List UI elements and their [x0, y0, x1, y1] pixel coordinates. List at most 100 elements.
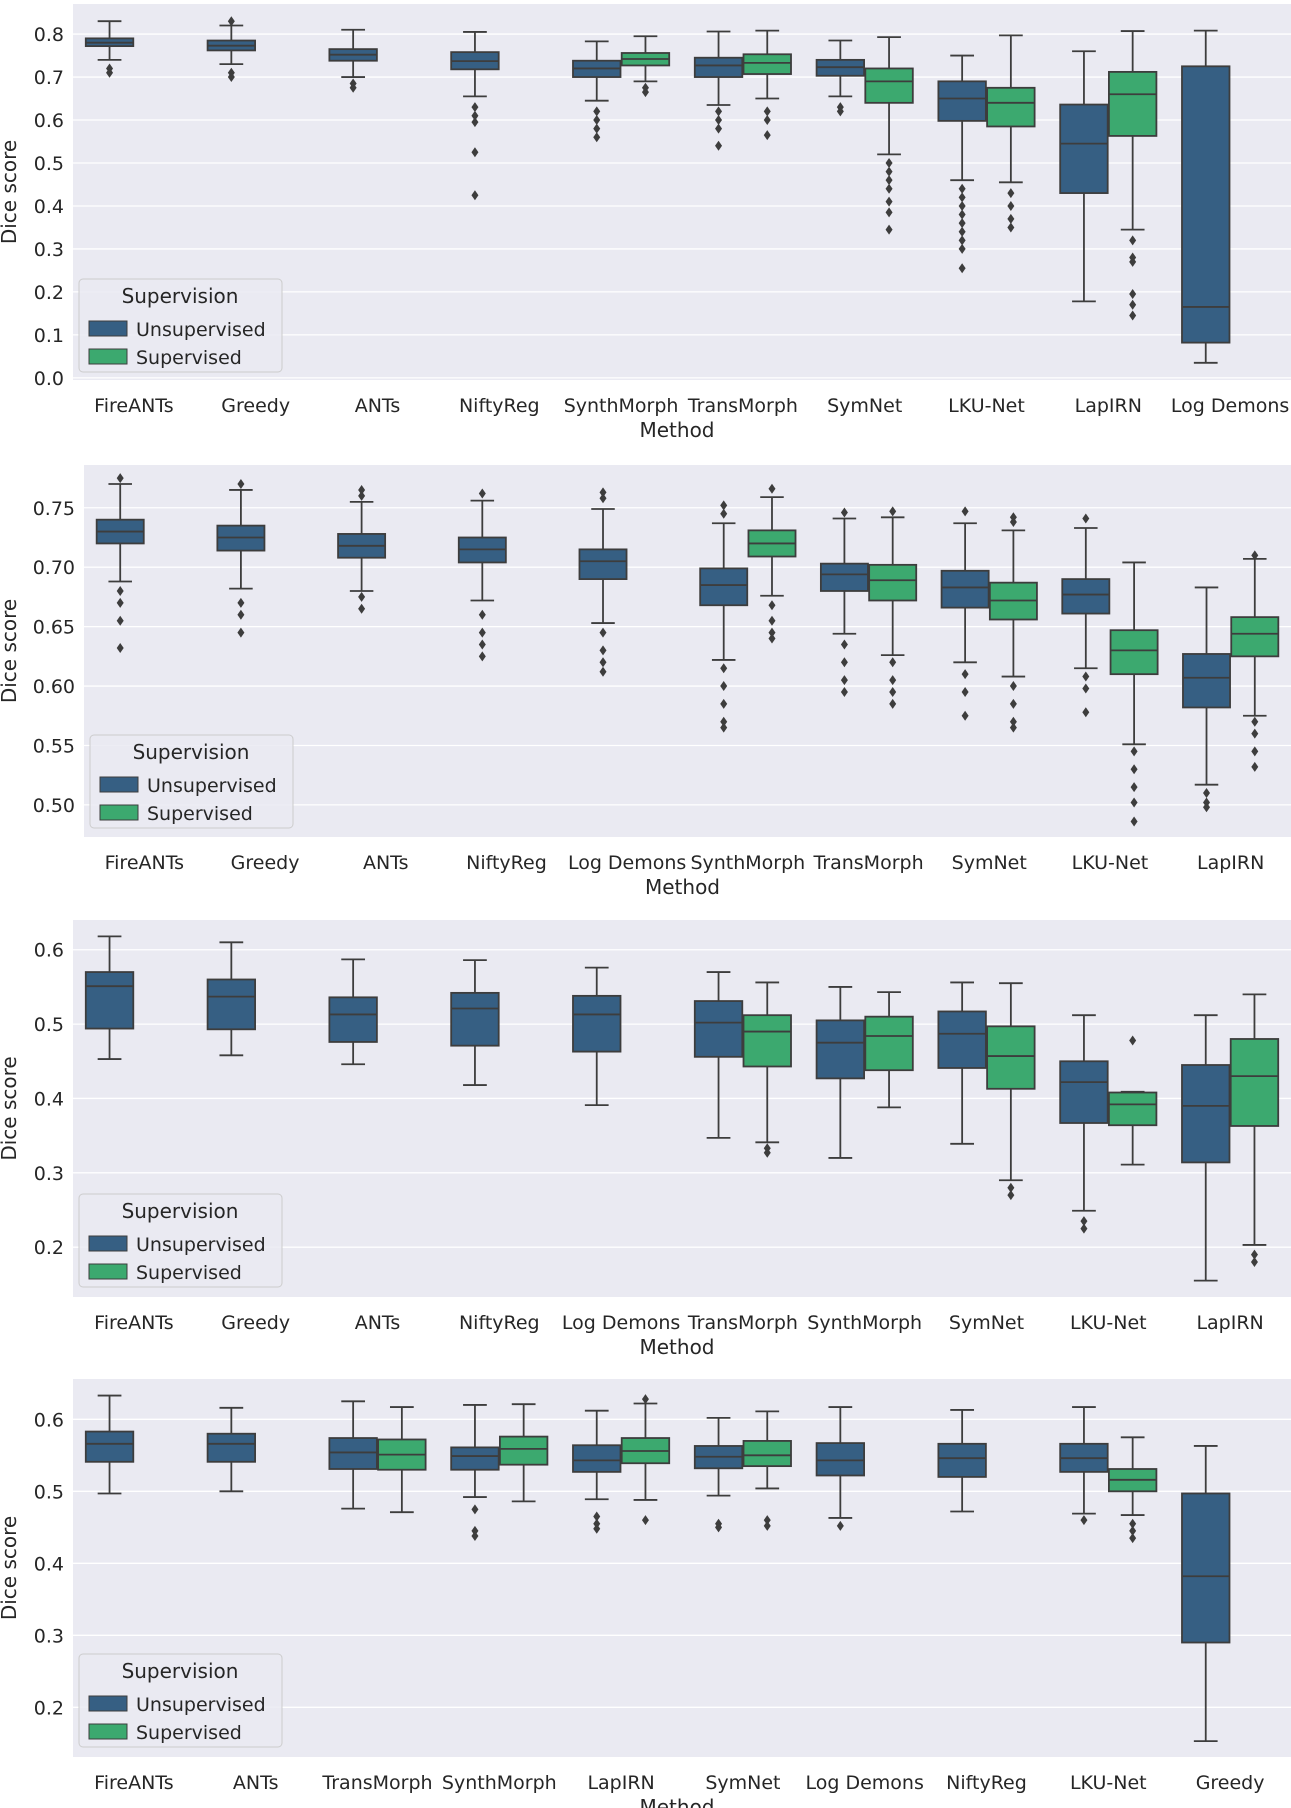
box-iqr [940, 569, 990, 609]
outlier-point [471, 102, 479, 113]
outlier-point [116, 615, 124, 626]
outlier-point [720, 681, 728, 692]
box-iqr [1109, 629, 1159, 676]
outlier-point [227, 72, 235, 83]
x-tick-label: Log Demons [562, 1312, 680, 1334]
chart-panel-3: 0.2 0.3 0.4 0.5 0.6 FireANTs Greedy ANTs NiftyRe… [0, 920, 1291, 1359]
y-tick-label: 0.1 [34, 325, 64, 347]
outlier-point [1080, 1223, 1088, 1234]
outlier-point [958, 226, 966, 237]
legend-entry: Unsupervised [136, 1694, 266, 1716]
outlier-point [763, 1515, 771, 1526]
legend-entry: Supervised [136, 1262, 242, 1284]
outlier-point [1129, 235, 1137, 246]
outlier-point [1130, 764, 1138, 775]
box-unsupervised [1181, 29, 1231, 364]
y-tick-label: 0.3 [34, 1625, 64, 1647]
box-iqr [1181, 65, 1231, 344]
y-tick-label: 0.3 [34, 239, 64, 261]
x-tick-label: LapIRN [1196, 1312, 1263, 1334]
box-iqr [328, 1437, 378, 1470]
outlier-point [593, 132, 601, 143]
legend-entry: Unsupervised [147, 775, 277, 797]
legend-title: Supervision [133, 740, 250, 764]
box-supervised [1229, 993, 1280, 1268]
outlier-point [471, 117, 479, 128]
outlier-point [720, 716, 728, 727]
box-supervised [620, 35, 671, 98]
chart-panel-2: 0.50 0.55 0.60 0.65 0.70 0.75 FireANTs Greedy AN… [0, 465, 1291, 899]
box-unsupervised [937, 981, 987, 1145]
legend-frame [78, 278, 283, 373]
outlier-point [1007, 222, 1015, 233]
legend-swatch-supervised [88, 1263, 128, 1280]
outlier-point [1203, 788, 1211, 799]
outlier-point [763, 106, 771, 117]
outlier-point [836, 1520, 844, 1531]
x-tick-label: ANTs [355, 1312, 401, 1334]
x-tick-label: NiftyReg [459, 395, 540, 417]
outlier-point [885, 166, 893, 177]
outlier-point [1203, 802, 1211, 813]
outlier-point [768, 615, 776, 626]
outlier-point [885, 207, 893, 218]
outlier-point [840, 675, 848, 686]
outlier-point [478, 651, 486, 662]
outlier-point [1082, 513, 1090, 524]
legend-entry: Supervised [136, 1722, 242, 1744]
outlier-point [885, 196, 893, 207]
outlier-point [593, 115, 601, 126]
box-supervised [742, 981, 792, 1158]
box-unsupervised [572, 1409, 622, 1534]
outlier-point [1250, 1249, 1258, 1260]
x-tick-label: SymNet [705, 1772, 780, 1794]
x-tick-label: LKU-Net [1070, 1772, 1147, 1794]
y-tick-label: 0.6 [34, 110, 64, 132]
outlier-point [471, 190, 479, 201]
box-iqr [499, 1435, 549, 1466]
outlier-point [1129, 1525, 1137, 1536]
box-unsupervised [328, 1400, 378, 1510]
legend-swatch-supervised [99, 804, 139, 821]
outlier-point [1129, 289, 1137, 300]
x-axis-label: Method [645, 875, 720, 899]
box-iqr [742, 1014, 792, 1068]
y-tick-label: 0.6 [34, 940, 64, 962]
outlier-point [237, 479, 245, 490]
box-supervised [986, 982, 1036, 1201]
x-tick-label: ANTs [233, 1772, 279, 1794]
outlier-point [885, 183, 893, 194]
y-tick-label: 0.3 [34, 1163, 64, 1185]
outlier-point [961, 710, 969, 721]
box-iqr [1108, 70, 1158, 137]
x-tick-label: FireANTs [105, 852, 184, 874]
box-iqr [937, 1010, 987, 1069]
box-supervised [864, 991, 914, 1109]
y-tick-label: 0.4 [34, 196, 64, 218]
outlier-point [768, 633, 776, 644]
outlier-point [958, 243, 966, 254]
x-tick-label: Greedy [221, 395, 290, 417]
x-tick-label: NiftyReg [466, 852, 547, 874]
y-tick-label: 0.0 [34, 368, 64, 390]
box-unsupervised [216, 479, 266, 638]
box-unsupervised [940, 506, 990, 721]
outlier-point [763, 1520, 771, 1531]
outlier-point [599, 645, 607, 656]
x-tick-label: Log Demons [568, 852, 686, 874]
legend-title: Supervision [122, 284, 239, 308]
outlier-point [358, 591, 366, 602]
outlier-point [836, 106, 844, 117]
outlier-point [889, 687, 897, 698]
outlier-point [763, 115, 771, 126]
outlier-point [1251, 550, 1259, 561]
box-unsupervised [1061, 513, 1111, 718]
box-unsupervised [337, 484, 387, 614]
box-unsupervised [815, 986, 865, 1159]
x-tick-label: NiftyReg [946, 1772, 1027, 1794]
x-axis-label: Method [639, 1795, 714, 1808]
y-tick-label: 0.6 [34, 1409, 64, 1431]
outlier-point [1130, 816, 1138, 827]
x-tick-label: Log Demons [1171, 395, 1289, 417]
